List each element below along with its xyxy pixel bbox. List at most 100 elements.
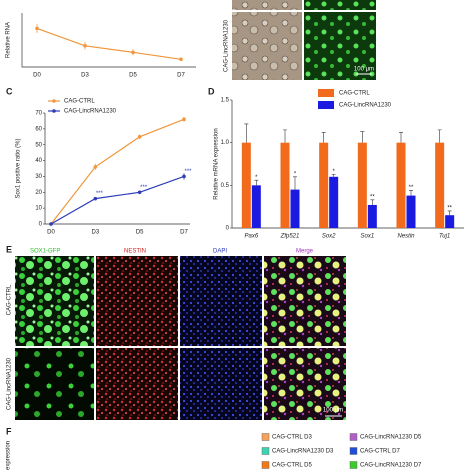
legend-label: CAG-CTRL D5	[272, 463, 312, 469]
legend-swatch	[318, 89, 334, 97]
y-axis-label: expression	[6, 441, 12, 470]
legend-swatch	[261, 447, 270, 455]
legend-label: CAG-LincRNA1230 D7	[360, 463, 422, 469]
point	[131, 50, 135, 55]
legend-swatch	[261, 461, 270, 469]
y-axis-label: Sox1 positive ratio (%)	[16, 138, 22, 198]
bar	[357, 142, 367, 228]
y-tick-label: 0	[226, 226, 230, 232]
legend-label: CAG-CTRL	[339, 91, 370, 97]
point	[182, 174, 186, 179]
x-tick-label: D7	[177, 73, 185, 79]
line	[50, 175, 185, 225]
annotation: *	[332, 169, 335, 175]
x-tick-label: D5	[129, 73, 137, 79]
x-tick-label: Sox2	[322, 234, 336, 240]
point	[137, 134, 142, 139]
panel-label: F	[6, 426, 12, 436]
annotation: ***	[140, 185, 148, 191]
bar	[435, 142, 445, 228]
error-bar	[321, 132, 326, 143]
x-tick-label: D0	[47, 230, 55, 236]
y-axis-label: Relative RNA	[6, 22, 12, 58]
annotation: **	[409, 185, 414, 191]
error-bar	[331, 173, 336, 177]
legend-swatch	[318, 101, 334, 109]
micrograph	[304, 0, 376, 10]
bar	[329, 176, 339, 228]
legend-swatch	[52, 99, 56, 103]
y-tick-label: 20	[35, 190, 42, 196]
y-tick-label: 30	[35, 174, 42, 180]
point	[93, 196, 98, 201]
bar	[290, 189, 300, 228]
bar	[396, 142, 406, 228]
y-tick-label: 40	[35, 158, 42, 164]
legend-label: CAG-LincRNA1230 D5	[360, 435, 422, 441]
point	[93, 165, 98, 169]
x-tick-label: Pax6	[244, 234, 258, 240]
micrograph	[304, 12, 376, 80]
bar	[251, 185, 261, 228]
annotation: *	[294, 171, 297, 177]
y-tick-label: 10	[35, 206, 42, 212]
error-bar	[244, 123, 249, 143]
x-tick-label: Sox1	[360, 234, 374, 240]
column-header: SOX1-GFP	[30, 249, 60, 255]
y-tick-label: 1.5	[221, 98, 230, 104]
legend-swatch	[349, 447, 358, 455]
error-bar	[360, 131, 365, 143]
y-tick-label: 0	[39, 222, 43, 228]
micrograph	[96, 348, 178, 420]
x-tick-label: Nestin	[397, 234, 415, 240]
point	[49, 222, 53, 226]
annotation: ***	[184, 169, 192, 175]
column-header: NESTIN	[124, 249, 146, 255]
legend-swatch	[349, 433, 358, 441]
bar	[280, 142, 290, 228]
legend-label: CAG-LincRNA1230	[339, 103, 392, 109]
x-tick-label: D3	[81, 73, 89, 79]
legend-swatch	[52, 109, 56, 113]
row-label: CAG-LincRNA1230	[7, 357, 13, 410]
bar	[445, 215, 455, 228]
point	[179, 57, 183, 62]
bar	[319, 142, 329, 228]
micrograph	[15, 256, 94, 346]
legend-swatch	[349, 461, 358, 469]
legend-label: CAG-LincRNA1230 D3	[272, 449, 334, 455]
micrograph	[96, 256, 178, 346]
error-bar	[409, 190, 413, 196]
x-tick-label: D3	[91, 230, 99, 236]
legend-label: CAG-LincRNA1230	[64, 109, 117, 115]
bar	[406, 195, 416, 228]
point	[35, 26, 39, 31]
bar	[241, 142, 251, 228]
annotation: **	[447, 206, 452, 212]
annotation: ***	[96, 191, 104, 197]
panel-label: D	[208, 86, 215, 96]
micrograph	[180, 256, 262, 346]
micrograph	[15, 348, 94, 420]
axis-line	[231, 100, 464, 229]
x-tick-label: D7	[180, 230, 188, 236]
error-bar	[293, 176, 297, 190]
legend-label: CAG-CTRL D7	[360, 449, 400, 455]
row-label: CAG-CTRL	[7, 284, 13, 315]
axis-line	[21, 13, 196, 68]
x-tick-label: Zfp521	[280, 234, 300, 240]
y-axis-label: Relative mRNA expression	[214, 128, 220, 199]
annotation: *	[255, 175, 258, 181]
point	[83, 43, 87, 48]
legend-swatch	[261, 433, 270, 441]
micrograph	[180, 348, 262, 420]
error-bar	[370, 199, 375, 205]
micrograph	[264, 256, 346, 346]
y-tick-label: 50	[35, 142, 42, 148]
y-tick-label: 60	[35, 126, 42, 132]
point	[137, 190, 142, 195]
annotation: **	[370, 194, 375, 200]
error-bar	[399, 132, 403, 143]
bar	[367, 204, 377, 228]
scale-bar-label: 100 μm	[323, 408, 343, 414]
